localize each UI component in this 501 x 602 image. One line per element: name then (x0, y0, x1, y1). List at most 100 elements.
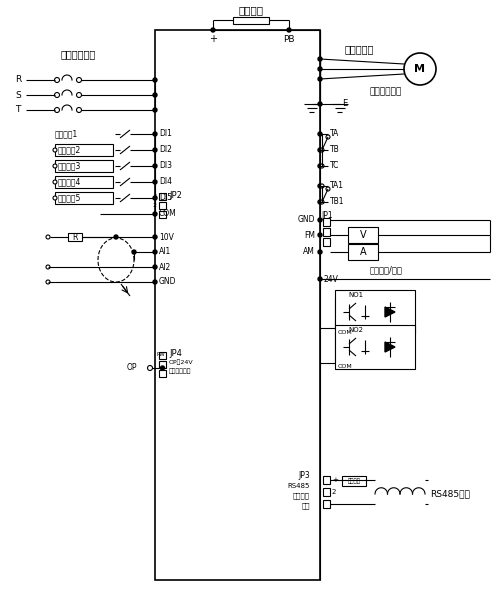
Text: 数字输入4: 数字输入4 (58, 178, 81, 187)
Text: TA1: TA1 (329, 181, 343, 190)
Text: R: R (72, 232, 78, 241)
Circle shape (317, 102, 321, 106)
Text: PW: PW (157, 352, 165, 356)
Circle shape (325, 135, 329, 139)
Bar (55, 176, 113, 188)
Circle shape (153, 164, 157, 168)
Text: JP1: JP1 (320, 211, 332, 220)
Circle shape (76, 78, 81, 82)
Circle shape (153, 180, 157, 184)
Text: PB: PB (283, 34, 294, 43)
Text: COM: COM (337, 364, 352, 370)
Bar (159, 193, 166, 200)
Text: 数字输入3: 数字输入3 (58, 161, 81, 170)
Text: +: + (208, 34, 216, 44)
Bar (55, 144, 113, 156)
Bar (341, 476, 365, 486)
Text: GND: GND (297, 216, 314, 225)
Circle shape (55, 78, 60, 82)
Text: GND: GND (159, 278, 176, 287)
Bar (347, 244, 377, 260)
Circle shape (319, 184, 323, 188)
Circle shape (325, 187, 329, 191)
Text: 24V: 24V (323, 275, 338, 284)
Circle shape (153, 265, 157, 269)
Text: 三相异步电机: 三相异步电机 (369, 87, 401, 96)
Circle shape (153, 196, 157, 200)
Circle shape (153, 235, 157, 239)
Text: TC: TC (329, 161, 339, 170)
Text: JP3: JP3 (298, 471, 310, 480)
Text: 10V: 10V (159, 232, 173, 241)
Text: AI1: AI1 (159, 247, 171, 256)
Circle shape (55, 108, 60, 113)
Circle shape (317, 164, 321, 168)
Circle shape (153, 212, 157, 216)
Text: 数字输入5: 数字输入5 (58, 193, 81, 202)
Circle shape (53, 196, 57, 200)
Circle shape (317, 77, 321, 81)
Circle shape (403, 53, 435, 85)
Circle shape (317, 132, 321, 136)
Circle shape (153, 78, 157, 82)
Circle shape (76, 108, 81, 113)
Circle shape (319, 148, 323, 152)
Circle shape (46, 280, 50, 284)
Polygon shape (384, 342, 394, 352)
Circle shape (317, 57, 321, 61)
Text: S: S (15, 90, 21, 99)
Circle shape (319, 164, 323, 168)
Circle shape (317, 67, 321, 71)
Text: 直流电压/电流: 直流电压/电流 (369, 265, 402, 275)
Text: V: V (359, 230, 366, 240)
Bar (159, 370, 166, 377)
Circle shape (317, 184, 321, 188)
Text: FM: FM (304, 231, 314, 240)
Circle shape (53, 148, 57, 152)
Bar (68, 233, 82, 241)
Bar (322, 238, 329, 246)
Circle shape (153, 280, 157, 284)
Bar (322, 488, 329, 496)
Circle shape (153, 93, 157, 97)
Text: R: R (15, 75, 21, 84)
Text: NO2: NO2 (348, 327, 363, 333)
Text: DI3: DI3 (159, 161, 172, 170)
Text: JP4: JP4 (169, 350, 181, 359)
Bar (334, 298, 376, 326)
Polygon shape (360, 308, 368, 316)
Circle shape (53, 180, 57, 184)
Circle shape (46, 235, 50, 239)
Text: -: - (331, 501, 334, 507)
Circle shape (317, 148, 321, 152)
Bar (159, 211, 166, 218)
Text: DI4: DI4 (159, 178, 172, 187)
Text: TB1: TB1 (329, 197, 344, 206)
Circle shape (317, 233, 321, 237)
Circle shape (55, 93, 60, 98)
Text: OP: OP (126, 364, 137, 373)
Text: 2: 2 (153, 203, 157, 208)
Text: T: T (16, 105, 21, 114)
Circle shape (160, 366, 164, 370)
Circle shape (319, 200, 323, 204)
Text: AI2: AI2 (159, 262, 171, 272)
Bar (322, 228, 329, 236)
Text: DI2: DI2 (159, 146, 171, 155)
Text: NO1: NO1 (348, 292, 363, 298)
Text: E: E (341, 99, 347, 108)
Bar (159, 361, 166, 368)
Bar (322, 218, 329, 226)
Circle shape (53, 164, 57, 168)
Text: 1: 1 (153, 194, 157, 199)
Circle shape (317, 200, 321, 204)
Bar (232, 16, 269, 23)
Text: JP2: JP2 (169, 190, 181, 199)
Circle shape (46, 265, 50, 269)
Circle shape (153, 250, 157, 254)
Text: COM: COM (337, 329, 352, 335)
Circle shape (317, 218, 321, 222)
Circle shape (317, 250, 321, 254)
Text: +: + (331, 477, 337, 483)
Bar (159, 202, 166, 209)
